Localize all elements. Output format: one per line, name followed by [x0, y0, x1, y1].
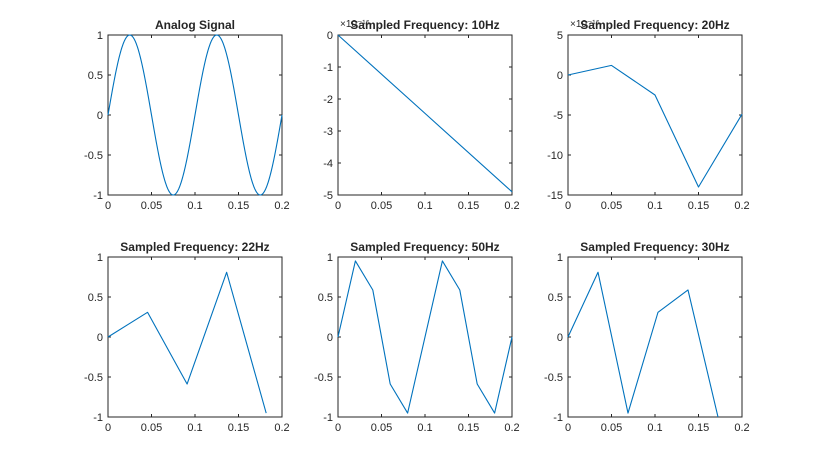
- x-tick-label: 0.2: [504, 422, 519, 434]
- x-tick-label: 0: [565, 422, 571, 434]
- series-line: [567, 271, 719, 418]
- x-tick-label: 0.2: [504, 200, 519, 212]
- y-tick-label: -5: [553, 110, 563, 122]
- y-tick-label: 0.5: [88, 292, 103, 304]
- x-tick-label: 0.15: [458, 200, 479, 212]
- series-line: [337, 34, 513, 193]
- axes-box: [107, 256, 283, 418]
- y-tick-label: -0.5: [84, 372, 103, 384]
- y-tick-label: -1: [553, 412, 563, 424]
- y-tick-label: 0: [97, 332, 103, 344]
- x-tick-label: 0.15: [228, 200, 249, 212]
- x-tick-label: 0.2: [734, 422, 749, 434]
- x-tick-label: 0: [335, 422, 341, 434]
- y-tick-label: 1: [557, 252, 563, 264]
- panel-title: Analog Signal: [155, 18, 235, 32]
- y-tick-label: -15: [547, 190, 563, 202]
- y-tick-label: 0: [557, 70, 563, 82]
- x-tick-label: 0.05: [601, 422, 622, 434]
- subplot-1: 0 0.05 0.1 0.15 0.2 -1 -0.5 0 0.5 1 Analog Signal: [84, 18, 290, 212]
- y-tick-label: -5: [323, 190, 333, 202]
- x-tick-label: 0.1: [417, 422, 432, 434]
- subplot-4: 0 0.05 0.1 0.15 0.2 -1 -0.5 0 0.5 1 Sampled Freque…: [84, 240, 290, 434]
- subplot-2: 0 0.05 0.1 0.15 0.2 -5 -4 -3 -2 -1 0 ×10⁻¹⁶Sampled …: [323, 18, 519, 212]
- x-tick-label: 0.15: [228, 422, 249, 434]
- y-tick-label: -0.5: [84, 150, 103, 162]
- y-tick-label: -1: [93, 412, 103, 424]
- x-tick-label: 0: [335, 200, 341, 212]
- y-tick-label: -0.5: [314, 372, 333, 384]
- panel-title: Sampled Frequency: 22Hz: [120, 240, 269, 254]
- y-tick-label: -1: [323, 412, 333, 424]
- panel-title: Sampled Frequency: 30Hz: [580, 240, 729, 254]
- y-tick-label: -10: [547, 150, 563, 162]
- y-tick-label: -0.5: [544, 372, 563, 384]
- x-tick-label: 0.2: [274, 200, 289, 212]
- y-tick-label: 1: [97, 30, 103, 42]
- y-tick-label: 0.5: [318, 292, 333, 304]
- y-tick-label: 1: [97, 252, 103, 264]
- y-tick-label: 5: [557, 30, 563, 42]
- series-line: [567, 64, 743, 188]
- y-tick-label: 0.5: [88, 70, 103, 82]
- x-tick-label: 0.1: [417, 200, 432, 212]
- y-tick-label: -4: [323, 158, 333, 170]
- x-tick-label: 0.05: [601, 200, 622, 212]
- x-tick-label: 0.1: [647, 422, 662, 434]
- axes-box: [567, 34, 743, 196]
- panel-title: Sampled Frequency: 20Hz: [580, 18, 729, 32]
- subplot-5: 0 0.05 0.1 0.15 0.2 -1 -0.5 0 0.5 1 Sampled Freque…: [314, 240, 520, 434]
- y-tick-label: 0: [557, 332, 563, 344]
- x-tick-label: 0.2: [274, 422, 289, 434]
- x-tick-label: 0.15: [688, 422, 709, 434]
- y-tick-label: -2: [323, 94, 333, 106]
- x-tick-label: 0.2: [734, 200, 749, 212]
- y-tick-label: 1: [327, 252, 333, 264]
- x-tick-label: 0.15: [688, 200, 709, 212]
- series-line: [337, 260, 513, 414]
- subplot-6: 0 0.05 0.1 0.15 0.2 -1 -0.5 0 0.5 1 Sampled Freque…: [544, 240, 750, 434]
- x-tick-label: 0.05: [371, 422, 392, 434]
- panel-title: Sampled Frequency: 10Hz: [350, 18, 499, 32]
- x-tick-label: 0.1: [647, 200, 662, 212]
- y-tick-label: -1: [323, 62, 333, 74]
- series-line: [107, 34, 283, 196]
- y-tick-label: 0: [327, 30, 333, 42]
- y-tick-label: 0: [327, 332, 333, 344]
- y-tick-label: 0.5: [548, 292, 563, 304]
- x-tick-label: 0: [565, 200, 571, 212]
- x-tick-label: 0: [105, 422, 111, 434]
- x-tick-label: 0.15: [458, 422, 479, 434]
- x-tick-label: 0.1: [187, 422, 202, 434]
- y-tick-label: -3: [323, 126, 333, 138]
- x-tick-label: 0.05: [371, 200, 392, 212]
- y-tick-label: -1: [93, 190, 103, 202]
- y-exponent-label: ×10⁻¹⁶: [570, 19, 600, 30]
- panel-title: Sampled Frequency: 50Hz: [350, 240, 499, 254]
- x-tick-label: 0.05: [141, 422, 162, 434]
- series-line: [107, 271, 267, 414]
- x-tick-label: 0.05: [141, 200, 162, 212]
- y-exponent-label: ×10⁻¹⁶: [340, 19, 370, 30]
- x-tick-label: 0: [105, 200, 111, 212]
- x-tick-label: 0.1: [187, 200, 202, 212]
- y-tick-label: 0: [97, 110, 103, 122]
- axes-box: [567, 256, 743, 418]
